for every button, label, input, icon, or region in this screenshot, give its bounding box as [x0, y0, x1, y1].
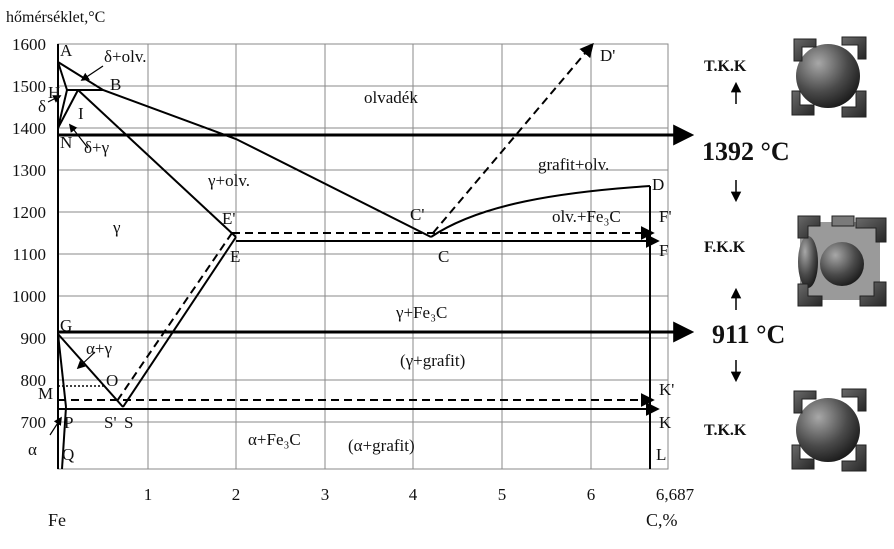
region-liquid-cementite: olv.+Fe₃C: [552, 207, 621, 226]
region-alpha-graphite: (α+grafit): [348, 436, 415, 455]
y-tick-1600: 1600: [12, 35, 46, 54]
transition-temp-upper: 1392 °C: [702, 137, 790, 166]
y-tick-900: 900: [21, 329, 47, 348]
delta-gamma-boundary-jn: [57, 89, 79, 129]
solidus-line-je: [77, 89, 237, 238]
point-k-prime: K': [659, 380, 674, 399]
point-f-prime: F': [659, 207, 672, 226]
point-i: I: [78, 104, 84, 123]
region-gamma-cementite: γ+Fe₃C: [395, 303, 447, 322]
alpha-pointer-arrow: [49, 416, 62, 436]
point-l: L: [656, 445, 666, 464]
point-d-prime: D': [600, 46, 615, 65]
x-tick-2: 2: [232, 485, 241, 504]
grid: [57, 43, 669, 470]
region-liquid: olvadék: [364, 88, 418, 107]
y-tick-1000: 1000: [12, 287, 46, 306]
y-tick-1300: 1300: [12, 161, 46, 180]
delta-liquid-pointer: [80, 65, 104, 81]
point-d: D: [652, 175, 664, 194]
point-p: P: [64, 413, 73, 432]
point-s: S: [124, 413, 133, 432]
point-e-prime: E': [222, 209, 235, 228]
y-tick-1100: 1100: [13, 245, 46, 264]
point-k: K: [659, 413, 672, 432]
region-delta: δ: [38, 97, 46, 116]
point-f: F: [659, 241, 668, 260]
y-ticks: 1600 1500 1400 1300 1200 1100 1000 900 8…: [12, 35, 46, 432]
region-gamma-graphite: (γ+grafit): [400, 351, 465, 370]
solvus-line-pq: [61, 406, 67, 470]
delta-pointer-arrow: [47, 95, 62, 103]
point-m: M: [38, 384, 53, 403]
region-gamma: γ: [112, 218, 121, 237]
point-b: B: [110, 75, 121, 94]
x-tick-4: 4: [409, 485, 418, 504]
region-labels: δ+olv. δ olvadék δ+γ γ+olv. grafit+olv. …: [28, 47, 621, 459]
delta-solidus-ah: [57, 61, 68, 91]
region-delta-liquid: δ+olv.: [104, 47, 146, 66]
region-alpha-cementite: α+Fe₃C: [248, 430, 301, 449]
point-e: E: [230, 247, 240, 266]
region-alpha: α: [28, 440, 37, 459]
phase-boundaries: [57, 44, 651, 470]
y-tick-700: 700: [21, 413, 47, 432]
fcc-lattice-image-middle: [797, 215, 887, 307]
point-c-prime: C': [410, 205, 424, 224]
bcc-lattice-image-bottom: [791, 388, 867, 472]
delta-boundary-hn: [57, 89, 68, 129]
y-axis-label: hőmérséklet,°C: [6, 9, 105, 26]
alpha-gamma-pointer: [76, 351, 96, 370]
region-delta-gamma: δ+γ: [84, 138, 110, 157]
region-alpha-gamma: α+γ: [86, 339, 112, 358]
point-h: H: [48, 83, 60, 102]
dashed-line-c-prime-d-prime: [432, 42, 594, 234]
x-tick-6: 6: [587, 485, 596, 504]
x-tick-1: 1: [144, 485, 153, 504]
y-tick-1500: 1500: [12, 77, 46, 96]
bcc-lattice-image-top: [791, 36, 867, 118]
x-tick-5: 5: [498, 485, 507, 504]
y-tick-800: 800: [21, 371, 47, 390]
x-ticks: 1 2 3 4 5 6 6,687: [144, 485, 695, 504]
point-g: G: [60, 316, 72, 335]
point-q: Q: [62, 445, 74, 464]
dashed-line-e-prime-s-prime: [116, 232, 233, 402]
lattice-label-middle: F.K.K: [704, 239, 746, 256]
delta-gamma-pointer: [68, 123, 89, 149]
a3-line-gs: [57, 333, 124, 408]
x-tick-3: 3: [321, 485, 330, 504]
region-gamma-liquid: γ+olv.: [207, 171, 250, 190]
point-a: A: [60, 41, 73, 60]
lattice-label-bottom: T.K.K: [704, 422, 747, 439]
acm-line-es: [122, 236, 237, 408]
x-axis-carbon-label: C,%: [646, 510, 678, 530]
transition-temp-lower: 911 °C: [712, 320, 785, 349]
ferrite-line-gp: [57, 333, 67, 408]
x-tick-6687: 6,687: [656, 485, 695, 504]
point-o: O: [106, 371, 118, 390]
liquidus-line-cd: [430, 185, 651, 238]
y-tick-1400: 1400: [12, 119, 46, 138]
point-c: C: [438, 247, 449, 266]
point-n: N: [60, 133, 72, 152]
liquidus-line-abc: [57, 61, 432, 238]
point-s-prime: S': [104, 413, 117, 432]
lattice-label-top: T.K.K: [704, 58, 747, 75]
region-graphite-liquid: grafit+olv.: [538, 155, 609, 174]
y-tick-1200: 1200: [12, 203, 46, 222]
graphite-system-lines: [58, 42, 655, 407]
point-labels: A B H I N D D' C C' E E' F F' G O M P S'…: [38, 41, 674, 464]
x-axis-fe-label: Fe: [48, 510, 66, 530]
